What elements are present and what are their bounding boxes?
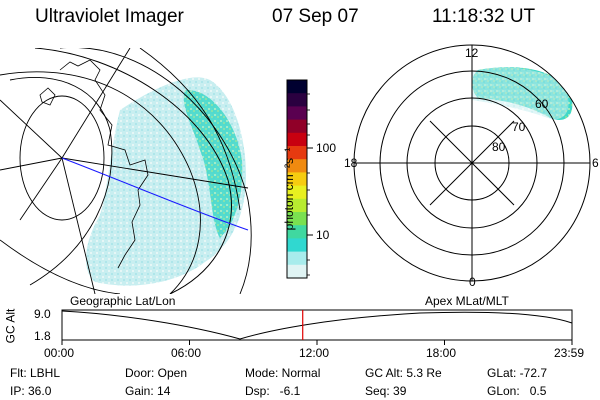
auroral-emission-bright bbox=[183, 89, 243, 238]
polar-mlt-0: 0 bbox=[469, 275, 476, 289]
date-label: 07 Sep 07 bbox=[272, 6, 359, 27]
time-tick-0600: 06:00 bbox=[171, 346, 202, 360]
status-door: Door: Open bbox=[125, 366, 188, 380]
polar-caption: Apex MLat/MLT bbox=[425, 294, 509, 308]
geographic-map bbox=[0, 48, 252, 294]
status-seq: Seq: 39 bbox=[365, 384, 407, 398]
polar-mlt-6: 6 bbox=[592, 156, 599, 170]
colorbar bbox=[287, 80, 307, 279]
coastline bbox=[59, 59, 149, 269]
polar-mlt-18: 18 bbox=[344, 156, 358, 170]
colorbar-segment bbox=[287, 119, 307, 134]
status-filter: Flt: LBHL bbox=[10, 366, 61, 380]
colorbar-minor-ticks bbox=[307, 93, 310, 276]
colorbar-segment bbox=[287, 159, 307, 173]
status-dsp: Dsp: -6.1 bbox=[245, 384, 301, 398]
time-label: 11:18:32 UT bbox=[432, 6, 536, 27]
map-caption: Geographic Lat/Lon bbox=[70, 294, 176, 308]
colorbar-unit-label: photon cm⁻²s⁻¹ bbox=[282, 147, 296, 231]
polar-plot bbox=[353, 44, 591, 282]
colorbar-segment bbox=[287, 225, 307, 239]
time-tick-2359: 23:59 bbox=[554, 346, 585, 360]
altitude-plot bbox=[61, 309, 573, 345]
colorbar-segment bbox=[287, 93, 307, 107]
colorbar-frame bbox=[286, 79, 308, 279]
altitude-axis-label: GC Alt bbox=[3, 308, 18, 344]
altitude-y-tick-min: 1.8 bbox=[34, 329, 51, 343]
colorbar-segment bbox=[287, 132, 307, 147]
time-tick-1800: 18:00 bbox=[426, 346, 457, 360]
status-glon: GLon: 0.5 bbox=[487, 384, 547, 398]
earth-limb bbox=[34, 48, 232, 294]
colorbar-segment bbox=[287, 80, 307, 94]
colorbar-label-100: 100 bbox=[316, 141, 337, 155]
altitude-y-tick-max: 9.0 bbox=[34, 307, 51, 321]
colorbar-label-10: 10 bbox=[316, 228, 330, 242]
polar-lat-80: 80 bbox=[492, 140, 506, 154]
time-tick-1200: 12:00 bbox=[299, 346, 330, 360]
polar-lat-70: 70 bbox=[512, 120, 526, 134]
colorbar-segment bbox=[287, 172, 307, 187]
status-glat: GLat: -72.7 bbox=[487, 366, 548, 380]
colorbar-segment bbox=[287, 146, 307, 160]
status-gain: Gain: 14 bbox=[125, 384, 171, 398]
colorbar-segment bbox=[287, 212, 307, 226]
status-gc-alt: GC Alt: 5.3 Re bbox=[365, 366, 442, 380]
status-ip: IP: 36.0 bbox=[10, 384, 52, 398]
instrument-title: Ultraviolet Imager bbox=[35, 6, 184, 27]
polar-lat-60: 60 bbox=[535, 97, 549, 111]
colorbar-segment bbox=[287, 106, 307, 121]
colorbar-segment bbox=[287, 251, 307, 266]
colorbar-segment bbox=[287, 264, 307, 279]
colorbar-segment bbox=[287, 185, 307, 200]
polar-mlt-12: 12 bbox=[465, 46, 479, 60]
altitude-plot-frame bbox=[61, 309, 573, 341]
satellite-ground-track bbox=[61, 157, 249, 231]
colorbar-segment bbox=[287, 198, 307, 213]
time-tick-0000: 00:00 bbox=[44, 346, 75, 360]
altitude-curve bbox=[61, 310, 573, 340]
status-mode: Mode: Normal bbox=[245, 366, 321, 380]
colorbar-segment bbox=[287, 238, 307, 253]
